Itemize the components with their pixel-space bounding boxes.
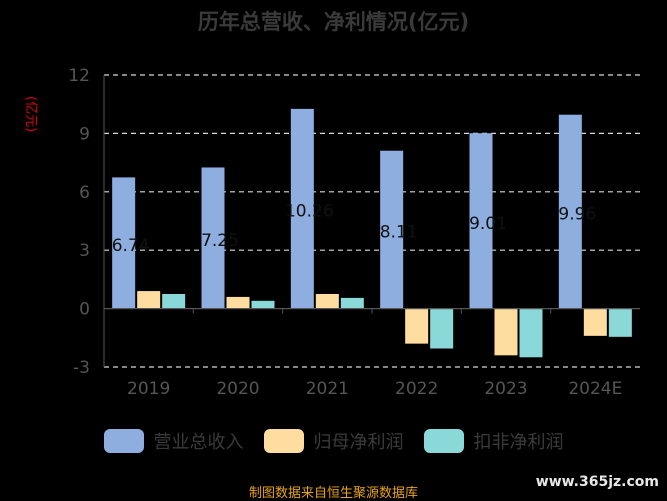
bar-扣非净利润-2023 (519, 308, 543, 358)
data-label: 9.01 (469, 214, 507, 234)
y-tick-label: 12 (68, 66, 90, 86)
x-tick-label: 2019 (127, 379, 170, 399)
bar-营业总收入-2019 (112, 177, 136, 309)
x-tick-label: 2021 (306, 379, 349, 399)
chart-title: 历年总营收、净利情况(亿元) (197, 10, 470, 34)
legend-item-net-profit[interactable]: 归母净利润 (263, 428, 404, 454)
bar-扣非净利润-2019 (162, 294, 186, 309)
data-label: 10.26 (285, 202, 334, 222)
legend-item-revenue[interactable]: 营业总收入 (103, 428, 244, 454)
legend-label-net-profit: 归母净利润 (313, 432, 404, 453)
bar-归母净利润-2023 (494, 308, 518, 356)
legend-label-deducted-profit: 扣非净利润 (473, 432, 564, 453)
bar-营业总收入-2020 (201, 167, 225, 309)
bar-扣非净利润-2022 (430, 308, 454, 349)
bar-归母净利润-2020 (226, 296, 250, 309)
legend-swatch-revenue (103, 429, 144, 453)
data-source-note: 制图数据来自恒生聚源数据库 (248, 486, 418, 501)
y-tick-label: 9 (79, 124, 90, 144)
y-tick-label: 6 (79, 183, 90, 203)
data-label: 9.96 (558, 205, 596, 225)
data-label: 8.11 (380, 223, 418, 243)
bar-扣非净利润-2024E (608, 308, 632, 337)
y-tick-label: 3 (79, 241, 90, 261)
bar-营业总收入-2024E (558, 114, 582, 309)
bar-营业总收入-2022 (380, 150, 404, 309)
bar-归母净利润-2024E (583, 308, 607, 336)
data-label: 7.25 (201, 231, 239, 251)
bar-营业总收入-2021 (290, 108, 314, 309)
bar-归母净利润-2021 (315, 294, 339, 309)
legend: 营业总收入 归母净利润 扣非净利润 (0, 428, 667, 454)
legend-label-revenue: 营业总收入 (153, 432, 244, 453)
legend-swatch-deducted-profit (423, 429, 464, 453)
y-tick-label: 0 (79, 300, 90, 320)
x-tick-label: 2024E (568, 379, 622, 399)
data-label: 6.74 (112, 236, 150, 256)
bar-归母净利润-2019 (137, 291, 161, 309)
x-tick-label: 2023 (484, 379, 527, 399)
y-tick-label: -3 (73, 358, 90, 378)
legend-swatch-net-profit (263, 429, 304, 453)
bar-营业总收入-2023 (469, 133, 493, 309)
watermark: www.365jz.com (535, 474, 659, 490)
bar-扣非净利润-2020 (251, 300, 275, 309)
bar-扣非净利润-2021 (340, 297, 364, 309)
x-tick-label: 2020 (216, 379, 259, 399)
legend-item-deducted-profit[interactable]: 扣非净利润 (423, 428, 564, 454)
bar-归母净利润-2022 (405, 308, 429, 344)
x-tick-label: 2022 (395, 379, 438, 399)
